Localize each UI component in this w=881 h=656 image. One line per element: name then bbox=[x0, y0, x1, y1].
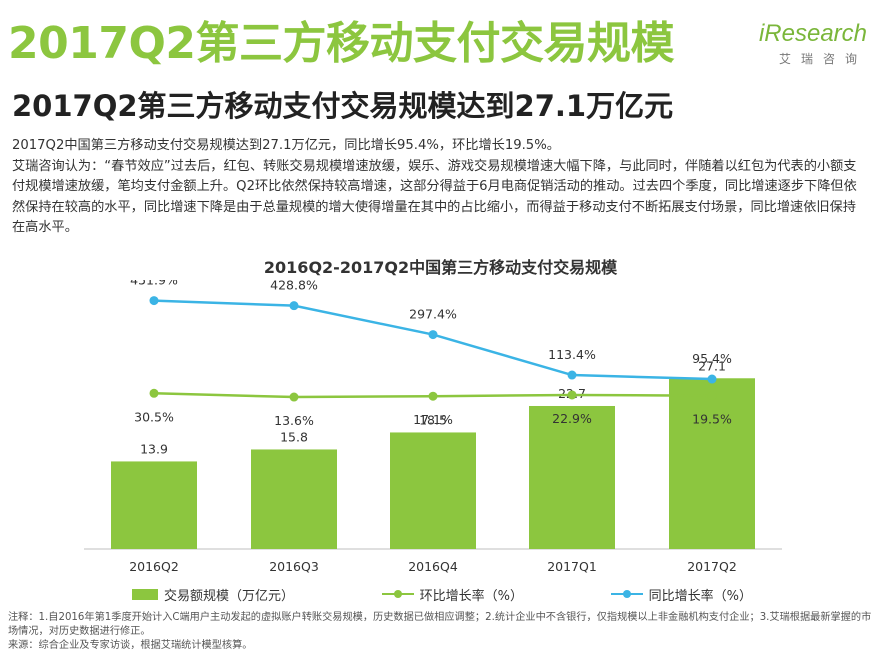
x-tick-2017Q1: 2017Q1 bbox=[547, 559, 597, 574]
footnotes: 注释：1.自2016年第1季度开始计入C端用户主动发起的虚拟账户转账交易规模，历… bbox=[8, 611, 874, 653]
bar-label-2016Q4: 18.5 bbox=[419, 412, 447, 427]
yoy-label-2016Q2: 451.9% bbox=[130, 280, 178, 288]
footnote-source: 来源：综合企业及专家访谈，根据艾瑞统计模型核算。 bbox=[8, 640, 253, 651]
qoq-point-2017Q1 bbox=[567, 390, 577, 400]
yoy-point-2016Q4 bbox=[428, 330, 438, 340]
qoq-label-2016Q3: 13.6% bbox=[274, 413, 314, 428]
legend-bar-swatch bbox=[132, 588, 158, 600]
logo-cn: 艾瑞咨询 bbox=[778, 52, 867, 66]
legend-item-yoy: 同比增长率（%） bbox=[610, 585, 752, 604]
yoy-point-2016Q3 bbox=[289, 301, 299, 311]
page-title: 2017Q2第三方移动支付交易规模 bbox=[8, 18, 674, 69]
x-tick-2016Q2: 2016Q2 bbox=[129, 559, 179, 574]
bar-label-2017Q2: 27.1 bbox=[698, 358, 726, 373]
payment-volume-chart: 13.92016Q215.82016Q318.52016Q422.72017Q1… bbox=[84, 280, 782, 574]
summary-text: 2017Q2中国第三方移动支付交易规模达到27.1万亿元，同比增长95.4%，环… bbox=[12, 136, 867, 239]
chart-legend: 交易额规模（万亿元） 环比增长率（%） 同比增长率（%） bbox=[132, 584, 752, 604]
qoq-point-2016Q2 bbox=[149, 388, 159, 398]
summary-para-1: 2017Q2中国第三方移动支付交易规模达到27.1万亿元，同比增长95.4%，环… bbox=[12, 138, 560, 153]
legend-item-volume: 交易额规模（万亿元） bbox=[132, 585, 294, 604]
legend-label-qoq: 环比增长率（%） bbox=[419, 588, 523, 604]
legend-label-yoy: 同比增长率（%） bbox=[648, 588, 752, 604]
x-tick-2017Q2: 2017Q2 bbox=[687, 559, 737, 574]
yoy-label-2017Q1: 113.4% bbox=[548, 347, 596, 362]
x-tick-2016Q3: 2016Q3 bbox=[269, 559, 319, 574]
yoy-point-2017Q1 bbox=[567, 370, 577, 380]
bar-2016Q2 bbox=[111, 461, 197, 549]
yoy-label-2016Q3: 428.8% bbox=[270, 280, 318, 293]
yoy-point-2017Q2 bbox=[707, 374, 717, 384]
legend-label-volume: 交易额规模（万亿元） bbox=[164, 588, 295, 604]
bar-2016Q4 bbox=[390, 432, 476, 549]
yoy-label-2017Q2: 95.4% bbox=[692, 351, 732, 366]
bar-2016Q3 bbox=[251, 449, 337, 549]
iresearch-logo: iResearch 艾瑞咨询 bbox=[747, 20, 867, 67]
qoq-label-2016Q4: 17.1% bbox=[413, 412, 453, 427]
yoy-point-2016Q2 bbox=[149, 296, 159, 306]
chart-title: 2016Q2-2017Q2中国第三方移动支付交易规模 bbox=[263, 258, 618, 277]
legend-qoq-swatch bbox=[381, 588, 414, 600]
qoq-point-2016Q3 bbox=[289, 392, 299, 402]
legend-yoy-swatch bbox=[610, 588, 643, 600]
qoq-point-2016Q4 bbox=[428, 391, 438, 401]
bar-label-2016Q2: 13.9 bbox=[140, 441, 168, 456]
yoy-label-2016Q4: 297.4% bbox=[409, 307, 457, 322]
legend-item-qoq: 环比增长率（%） bbox=[381, 585, 523, 604]
summary-para-2: 艾瑞咨询认为：“春节效应”过去后，红包、转账交易规模增速放缓，娱乐、游戏交易规模… bbox=[12, 158, 857, 236]
footnote-note: 注释：1.自2016年第1季度开始计入C端用户主动发起的虚拟账户转账交易规模，历… bbox=[8, 612, 872, 637]
qoq-label-2017Q1: 22.9% bbox=[552, 411, 592, 426]
page-subtitle: 2017Q2第三方移动支付交易规模达到27.1万亿元 bbox=[12, 89, 674, 123]
logo-brand: iResearch bbox=[758, 20, 867, 47]
bar-2017Q1 bbox=[529, 405, 615, 549]
bar-label-2016Q3: 15.8 bbox=[280, 429, 308, 444]
bar-2017Q2 bbox=[669, 378, 755, 549]
qoq-label-2016Q2: 30.5% bbox=[134, 409, 174, 424]
qoq-label-2017Q2: 19.5% bbox=[692, 412, 732, 427]
x-tick-2016Q4: 2016Q4 bbox=[408, 559, 458, 574]
qoq-point-2017Q2 bbox=[707, 391, 717, 401]
